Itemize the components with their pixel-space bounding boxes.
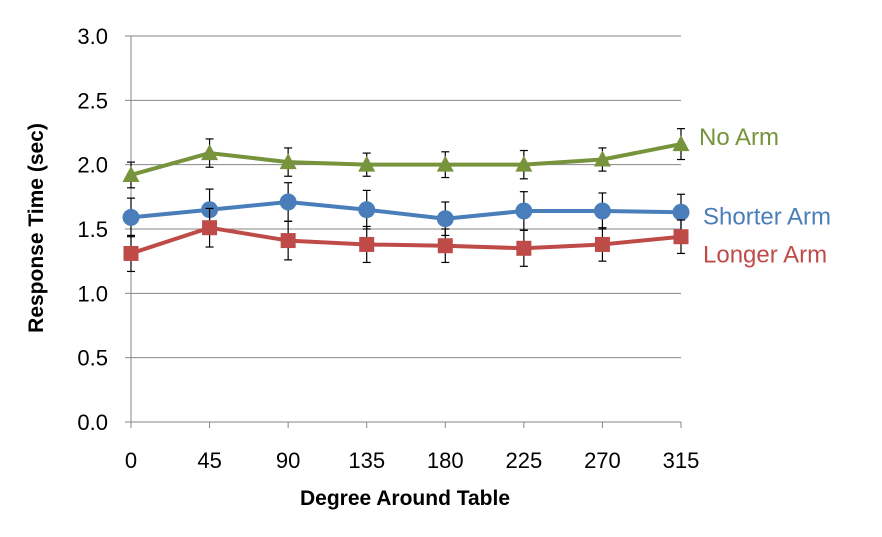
point-shorter-arm-5 — [515, 202, 533, 220]
series-label-longer-arm: Longer Arm — [703, 242, 827, 269]
series-group — [122, 128, 690, 273]
series-label-shorter-arm: Shorter Arm — [703, 203, 831, 230]
tick-labels: 0.0 0.5 1.0 1.5 2.0 2.5 3.0 0 45 90 135 180 225 270 31… — [77, 24, 699, 473]
point-shorter-arm-2 — [279, 193, 297, 211]
y-tick-label-1: 0.5 — [77, 346, 108, 371]
series-no-arm — [122, 128, 690, 189]
series-line-longer-arm — [130, 225, 682, 256]
point-no-arm-4 — [436, 155, 454, 172]
x-axis-title: Degree Around Table — [300, 487, 510, 510]
series-line-shorter-arm — [130, 199, 682, 221]
y-tick-label-4: 2.0 — [77, 153, 108, 178]
series-label-no-arm: No Arm — [699, 124, 779, 151]
x-tick-label-3: 135 — [348, 448, 385, 473]
point-shorter-arm-0 — [122, 208, 140, 226]
grid-lines — [131, 35, 681, 359]
point-shorter-arm-4 — [436, 210, 454, 228]
x-tick-label-2: 90 — [276, 448, 300, 473]
y-tick-label-2: 1.0 — [77, 281, 108, 306]
point-shorter-arm-6 — [593, 202, 611, 220]
y-tick-label-0: 0.0 — [77, 410, 108, 435]
x-tick-label-1: 45 — [197, 448, 221, 473]
y-tick-label-3: 1.5 — [77, 217, 108, 242]
point-longer-arm-1 — [202, 220, 218, 236]
point-longer-arm-5 — [516, 240, 532, 256]
x-tick-label-7: 315 — [663, 448, 700, 473]
point-no-arm-7 — [672, 135, 690, 152]
x-tick-label-0: 0 — [125, 448, 137, 473]
series-longer-arm — [123, 207, 689, 273]
x-tick-label-6: 270 — [584, 448, 621, 473]
series-labels: No Arm Shorter Arm Longer Arm — [699, 124, 831, 269]
point-shorter-arm-7 — [672, 203, 690, 221]
point-longer-arm-6 — [594, 236, 610, 252]
x-tick-label-4: 180 — [427, 448, 464, 473]
y-axis-title: Response Time (sec) — [25, 123, 48, 333]
point-longer-arm-7 — [673, 229, 689, 245]
y-tick-label-5: 2.5 — [77, 88, 108, 113]
point-no-arm-5 — [515, 155, 533, 172]
point-longer-arm-2 — [280, 233, 296, 249]
x-tick-label-5: 225 — [505, 448, 542, 473]
point-no-arm-2 — [279, 153, 297, 170]
point-no-arm-1 — [201, 144, 219, 161]
y-tick-label-6: 3.0 — [77, 24, 108, 49]
point-no-arm-3 — [358, 155, 376, 172]
point-longer-arm-0 — [123, 245, 139, 261]
point-no-arm-6 — [593, 150, 611, 167]
point-longer-arm-3 — [359, 236, 375, 252]
point-longer-arm-4 — [437, 238, 453, 254]
point-no-arm-0 — [122, 165, 140, 182]
series-line-no-arm — [130, 142, 682, 177]
point-shorter-arm-3 — [358, 201, 376, 219]
